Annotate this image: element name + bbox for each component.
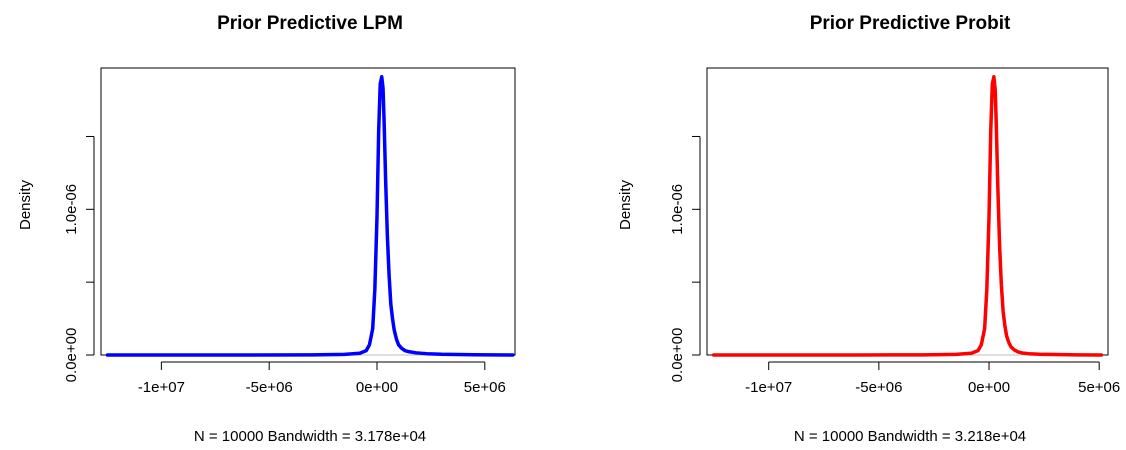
plot-area-lpm bbox=[100, 67, 516, 357]
x-tick-label: -1e+07 bbox=[745, 379, 792, 396]
x-tick-label: -5e+06 bbox=[246, 379, 293, 396]
plot-frame-lpm bbox=[100, 67, 516, 356]
x-ticks-probit: -1e+07 -5e+06 0e+00 5e+06 bbox=[745, 362, 1120, 396]
y-axis-label-lpm: Density bbox=[17, 179, 34, 230]
plot-frame-probit bbox=[706, 67, 1109, 356]
chart-title-lpm: Prior Predictive LPM bbox=[217, 13, 403, 34]
chart-title-probit: Prior Predictive Probit bbox=[810, 13, 1011, 34]
x-tick-label: -1e+07 bbox=[138, 379, 185, 396]
x-tick-label: 5e+06 bbox=[1078, 379, 1120, 396]
chart-panel-lpm: Prior Predictive LPM 0.0e+00 1.0e-06 -1e+… bbox=[17, 13, 516, 445]
y-tick-label: 1.0e-06 bbox=[669, 184, 686, 235]
y-ticks-probit: 0.0e+00 1.0e-06 bbox=[669, 135, 700, 383]
x-axis-label-lpm: N = 10000 Bandwidth = 3.178e+04 bbox=[194, 428, 426, 445]
x-tick-label: -5e+06 bbox=[855, 379, 902, 396]
y-axis-probit: 0.0e+00 1.0e-06 bbox=[669, 135, 701, 383]
plot-area-probit bbox=[706, 67, 1109, 357]
x-ticks-lpm: -1e+07 -5e+06 0e+00 5e+06 bbox=[138, 362, 506, 396]
x-tick-label: 0e+00 bbox=[356, 379, 398, 396]
x-axis-probit: -1e+07 -5e+06 0e+00 5e+06 bbox=[745, 361, 1120, 396]
x-axis-lpm: -1e+07 -5e+06 0e+00 5e+06 bbox=[138, 361, 506, 396]
x-axis-label-probit: N = 10000 Bandwidth = 3.218e+04 bbox=[794, 428, 1026, 445]
density-curve-probit bbox=[711, 74, 1104, 357]
y-tick-label: 0.0e+00 bbox=[669, 328, 686, 383]
y-tick-label: 1.0e-06 bbox=[63, 184, 80, 235]
y-axis-lpm: 0.0e+00 1.0e-06 bbox=[63, 135, 95, 383]
x-tick-label: 5e+06 bbox=[464, 379, 506, 396]
y-ticks-lpm: 0.0e+00 1.0e-06 bbox=[63, 135, 94, 383]
density-curve-lpm bbox=[105, 74, 515, 357]
x-tick-label: 0e+00 bbox=[968, 379, 1010, 396]
y-tick-label: 0.0e+00 bbox=[63, 328, 80, 383]
y-axis-label-probit: Density bbox=[617, 179, 634, 230]
chart-panel-probit: Prior Predictive Probit 0.0e+00 1.0e-06 -… bbox=[617, 13, 1120, 445]
